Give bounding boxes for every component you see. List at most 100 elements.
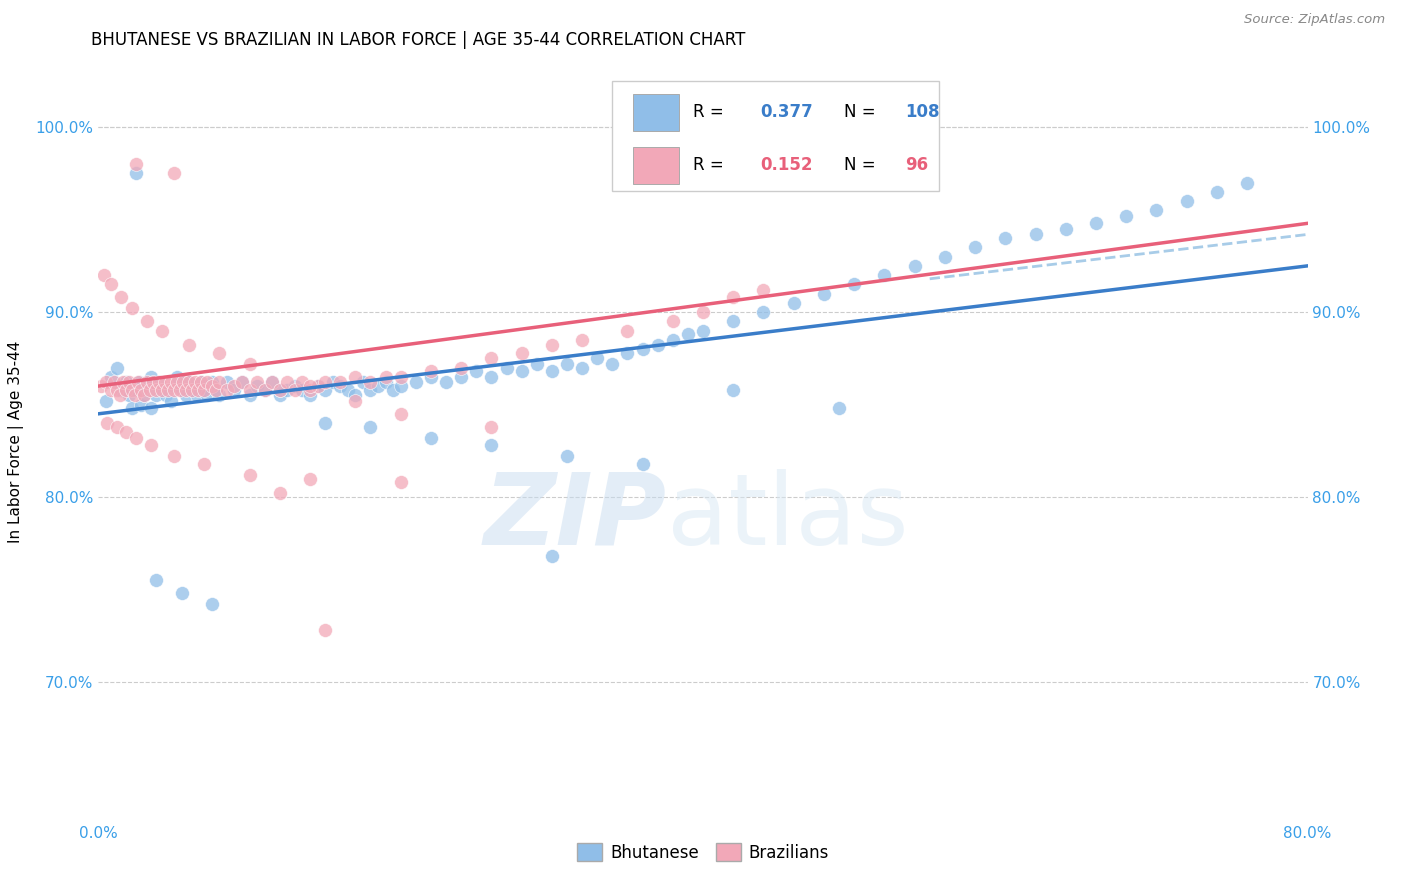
Point [329, 379, 352, 393]
Point [269, 383, 291, 397]
Point [1054, 222, 1077, 236]
Point [276, 376, 298, 390]
Point [661, 314, 683, 328]
Point [127, 376, 149, 390]
Point [125, 157, 148, 171]
Point [132, 388, 155, 402]
Point [155, 388, 177, 402]
Point [723, 383, 745, 397]
Point [195, 388, 218, 402]
Point [631, 457, 654, 471]
FancyBboxPatch shape [633, 147, 679, 184]
FancyBboxPatch shape [613, 81, 939, 191]
Point [723, 290, 745, 304]
Point [291, 383, 314, 397]
Point [90, 379, 112, 393]
Point [314, 623, 336, 637]
Point [187, 383, 209, 397]
Point [631, 342, 654, 356]
Point [145, 388, 167, 402]
Point [96, 416, 118, 430]
Point [208, 388, 231, 402]
Point [94, 393, 117, 408]
Point [125, 166, 148, 180]
Point [186, 388, 208, 402]
Point [329, 376, 352, 390]
Point [246, 379, 269, 393]
Point [93, 268, 115, 282]
Point [166, 376, 188, 390]
Point [299, 388, 322, 402]
Point [828, 401, 851, 416]
Point [405, 376, 427, 390]
Point [160, 393, 183, 408]
Point [205, 383, 228, 397]
Point [124, 388, 146, 402]
Point [965, 240, 987, 254]
Point [163, 166, 186, 180]
Point [118, 376, 141, 390]
Point [1206, 185, 1229, 199]
Point [307, 379, 329, 393]
Point [647, 338, 669, 352]
Point [661, 333, 683, 347]
Point [314, 383, 336, 397]
Text: Source: ZipAtlas.com: Source: ZipAtlas.com [1244, 13, 1385, 27]
Legend: Bhutanese, Brazilians: Bhutanese, Brazilians [576, 844, 830, 862]
Point [602, 357, 624, 371]
Point [129, 383, 152, 397]
Point [752, 305, 775, 319]
Point [205, 383, 228, 397]
Point [314, 376, 336, 390]
Point [246, 376, 269, 390]
Point [481, 419, 503, 434]
Point [179, 338, 201, 352]
Point [156, 383, 179, 397]
Point [239, 357, 262, 371]
Point [783, 296, 806, 310]
Point [139, 383, 162, 397]
Point [118, 388, 141, 402]
Point [360, 419, 382, 434]
Point [481, 438, 503, 452]
Point [110, 290, 132, 304]
Point [174, 383, 197, 397]
Point [540, 364, 562, 378]
Point [276, 383, 298, 397]
Point [208, 376, 231, 390]
Point [193, 383, 215, 397]
Point [148, 376, 170, 390]
Text: 0.377: 0.377 [759, 103, 813, 120]
Point [586, 351, 609, 366]
Point [1085, 216, 1108, 230]
Point [170, 586, 193, 600]
Point [135, 314, 157, 328]
Point [450, 369, 472, 384]
Point [495, 360, 517, 375]
Point [994, 231, 1017, 245]
Point [269, 388, 291, 402]
Point [100, 383, 122, 397]
Point [94, 376, 117, 390]
Text: N =: N = [845, 103, 882, 120]
Point [540, 549, 562, 564]
Point [129, 398, 152, 412]
Point [141, 401, 163, 416]
Point [360, 376, 382, 390]
Point [150, 383, 173, 397]
Point [181, 383, 204, 397]
Point [121, 301, 143, 316]
Point [314, 416, 336, 430]
Text: R =: R = [693, 156, 730, 174]
Text: R =: R = [693, 103, 730, 120]
Point [215, 383, 238, 397]
Point [128, 376, 150, 390]
Point [111, 376, 134, 390]
Text: 108: 108 [905, 103, 939, 120]
Point [114, 425, 136, 440]
Point [114, 383, 136, 397]
Point [174, 388, 197, 402]
Point [239, 388, 262, 402]
Point [389, 407, 412, 421]
Point [231, 376, 253, 390]
